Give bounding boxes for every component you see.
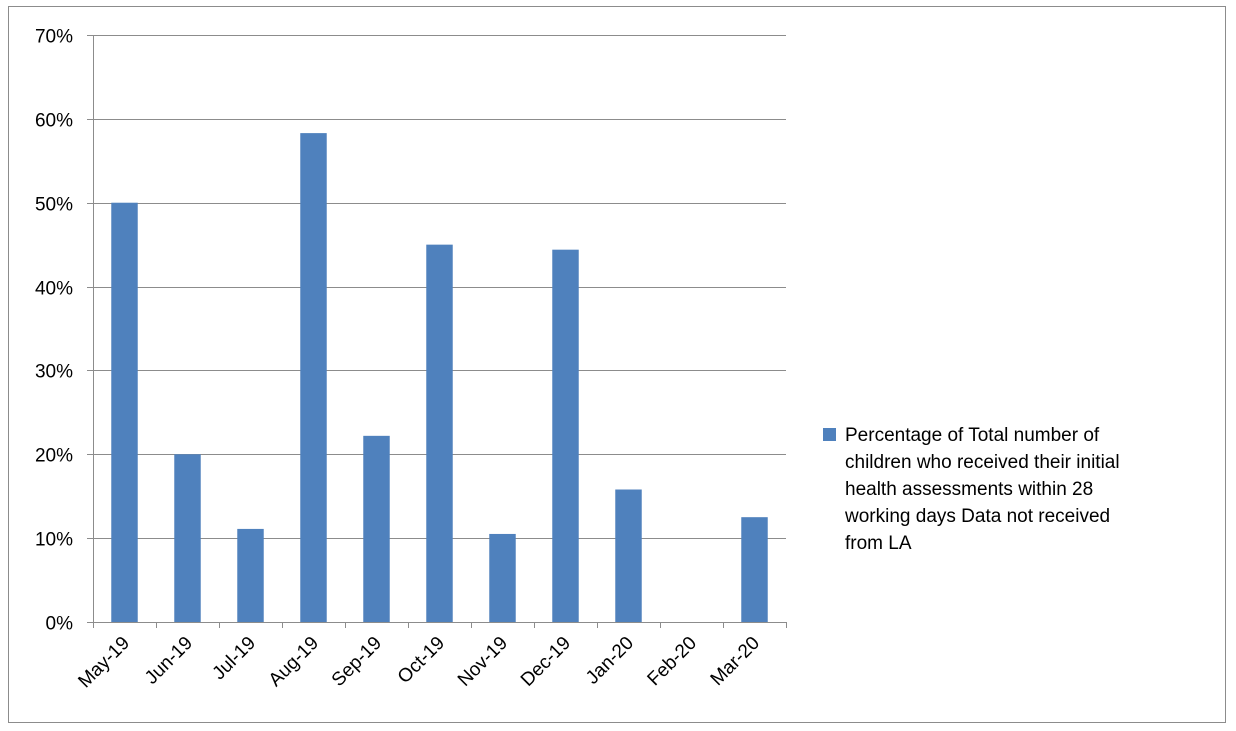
gridlines [93, 35, 786, 539]
x-tick-label: Mar-20 [707, 633, 764, 690]
y-tick-label: 60% [35, 111, 73, 132]
legend: Percentage of Total number of children wh… [823, 425, 1120, 554]
bar [111, 202, 138, 622]
bar [552, 249, 579, 622]
legend-label: Percentage of Total number of children wh… [844, 425, 1120, 554]
x-tick-label: Jun-19 [141, 633, 197, 689]
y-tick-label: 20% [35, 446, 73, 467]
legend-line: working days Data not received [844, 506, 1110, 527]
bar [426, 244, 453, 622]
x-tick-label: Dec-19 [517, 633, 575, 691]
bar [615, 489, 642, 622]
x-tick-label: Oct-19 [394, 633, 449, 688]
axes [87, 35, 787, 628]
bar [300, 133, 327, 622]
y-tick-labels: 0% 10% 20% 30% 40% 50% 60% 70% [35, 27, 73, 635]
legend-line: from LA [845, 533, 912, 554]
y-tick-label: 70% [35, 27, 73, 48]
legend-line: Percentage of Total number of [845, 425, 1100, 446]
x-tick-label: Sep-19 [328, 633, 386, 691]
x-tick-label: Nov-19 [454, 633, 512, 691]
y-tick-label: 10% [35, 530, 73, 551]
bar [237, 528, 264, 622]
legend-line: children who received their initial [845, 452, 1120, 473]
y-tick-label: 0% [46, 614, 74, 635]
bar [741, 517, 768, 622]
bars [111, 133, 768, 622]
x-tick-label: Feb-20 [644, 633, 701, 690]
y-tick-label: 40% [35, 279, 73, 300]
x-tick-label: May-19 [74, 633, 134, 693]
x-tick-label: Aug-19 [265, 633, 323, 691]
x-tick-labels: May-19 Jun-19 Jul-19 Aug-19 Sep-19 Oct-19 Nov-… [74, 633, 764, 693]
bar [489, 533, 516, 622]
x-tick-label: Jul-19 [209, 633, 260, 684]
y-tick-label: 30% [35, 362, 73, 383]
legend-swatch [823, 428, 836, 441]
legend-line: health assessments within 28 [845, 479, 1093, 500]
bar [174, 454, 201, 622]
bar [363, 435, 390, 622]
y-tick-label: 50% [35, 195, 73, 216]
x-tick-label: Jan-20 [582, 633, 638, 689]
